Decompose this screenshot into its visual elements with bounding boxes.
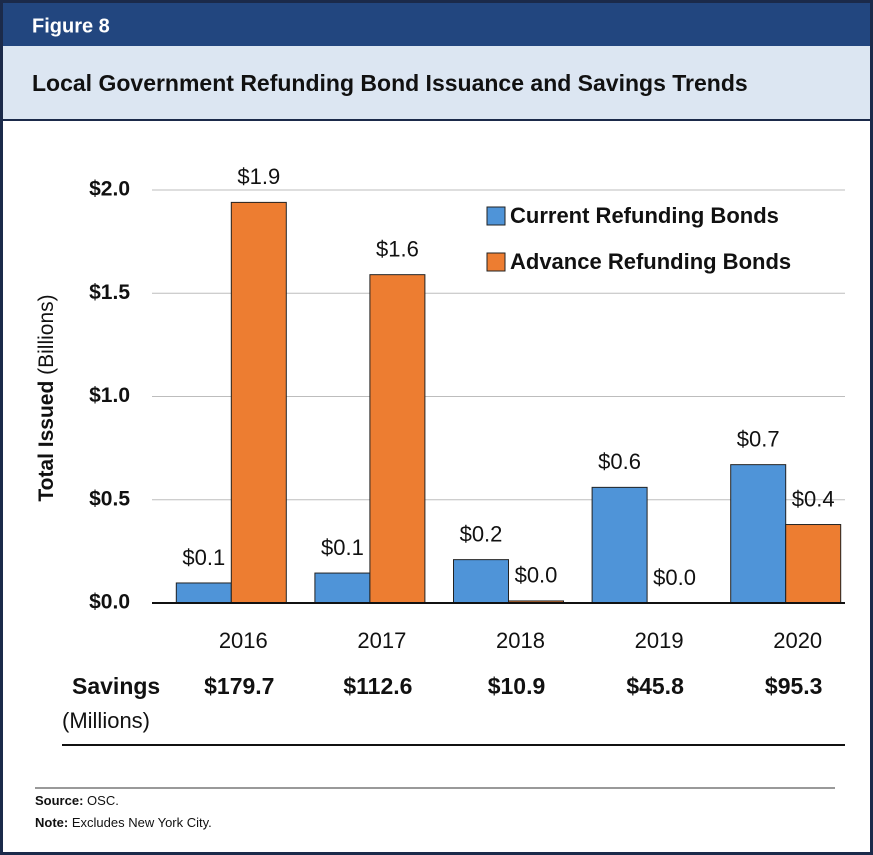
savings-label: Savings [72,673,160,699]
x-tick-label: 2019 [635,628,684,653]
y-tick-label: $0.5 [89,487,130,510]
savings-value: $112.6 [343,673,412,699]
bar [314,572,371,604]
value-label: $1.6 [376,236,419,261]
source-label: Source: [35,793,83,808]
bar [591,486,648,604]
legend-swatch [486,252,506,272]
note-text: Excludes New York City. [72,815,212,830]
legend-swatch [486,206,506,226]
figure-label: Figure 8 [32,15,110,37]
source: Source: OSC. [35,793,119,808]
legend-label: Advance Refunding Bonds [510,249,791,274]
y-axis-label: Total Issued (Billions) [35,294,58,501]
figure-header [3,3,870,46]
y-tick-label: $2.0 [89,178,130,201]
savings-unit: (Millions) [62,708,150,733]
savings-value: $10.9 [488,673,546,699]
source-text: OSC. [87,793,119,808]
title-band [3,46,870,120]
savings-value: $45.8 [626,673,684,699]
bar [785,524,842,604]
value-label: $0.0 [653,565,696,590]
bar [175,582,232,604]
savings-value: $179.7 [204,673,274,699]
legend-label: Current Refunding Bonds [510,203,779,228]
value-label: $0.7 [737,426,780,451]
y-axis-label-unit: (Billions) [35,294,58,375]
bar [369,274,426,604]
x-tick-label: 2020 [773,628,822,653]
y-tick-label: $1.5 [89,281,130,304]
value-label: $0.1 [182,545,225,570]
savings-value: $95.3 [765,673,823,699]
x-tick-label: 2016 [219,628,268,653]
bar [230,201,287,604]
value-label: $1.9 [237,164,280,189]
note-label: Note: [35,815,68,830]
value-label: $0.4 [792,486,835,511]
value-label: $0.2 [460,521,503,546]
x-tick-label: 2017 [357,628,406,653]
value-label: $0.1 [321,535,364,560]
x-tick-label: 2018 [496,628,545,653]
bar [453,559,509,604]
y-tick-label: $0.0 [89,591,130,614]
chart-title: Local Government Refunding Bond Issuance… [32,70,748,96]
y-axis-label-main: Total Issued [35,381,58,502]
value-label: $0.0 [515,563,558,588]
y-tick-label: $1.0 [89,384,130,407]
value-label: $0.6 [598,449,641,474]
bar [730,464,787,604]
note: Note: Excludes New York City. [35,815,212,830]
